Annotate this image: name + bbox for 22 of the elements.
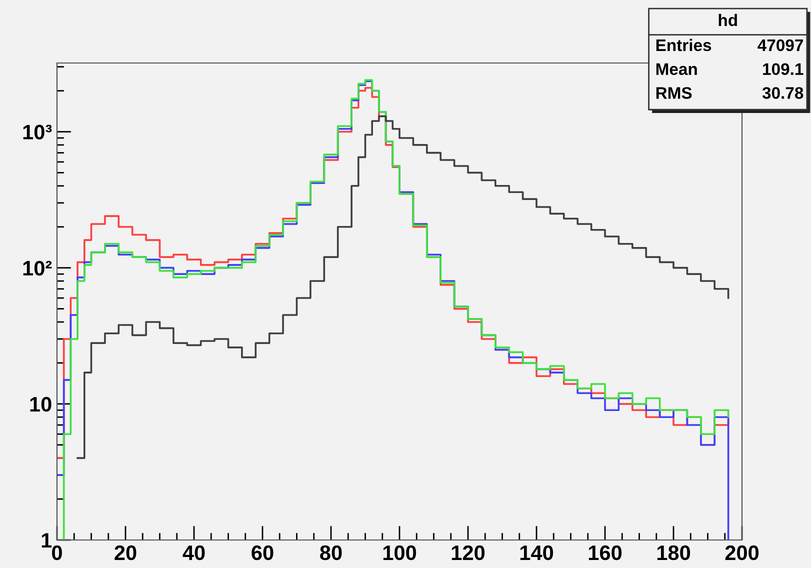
text: Entries xyxy=(656,38,712,52)
y-tick-label: 10 xyxy=(30,396,52,412)
text: 47097 xyxy=(758,39,803,52)
x-tick-label: 0 xyxy=(52,545,62,560)
x-tick-label: 80 xyxy=(320,545,342,560)
x-tick-label: 40 xyxy=(182,545,205,560)
text: 109.1 xyxy=(763,63,804,76)
y-tick-label: 10³ xyxy=(23,124,52,140)
y-tick-label: 10² xyxy=(23,260,52,276)
x-tick-label: 180 xyxy=(657,545,690,560)
annotation: RMS xyxy=(656,87,692,99)
x-tick-label: 100 xyxy=(383,545,416,560)
x-tick-label: 160 xyxy=(588,545,622,560)
x-tick-label: 120 xyxy=(452,545,485,560)
x-tick-label: 20 xyxy=(114,545,136,560)
x-tick-label: 140 xyxy=(520,545,554,560)
annotation: Mean xyxy=(656,63,697,76)
x-tick-label: 200 xyxy=(725,545,759,560)
text: 30.78 xyxy=(762,87,804,99)
text: hd xyxy=(718,14,737,26)
x-tick-label: 60 xyxy=(252,545,274,560)
y-tick-label: 1 xyxy=(42,533,52,548)
